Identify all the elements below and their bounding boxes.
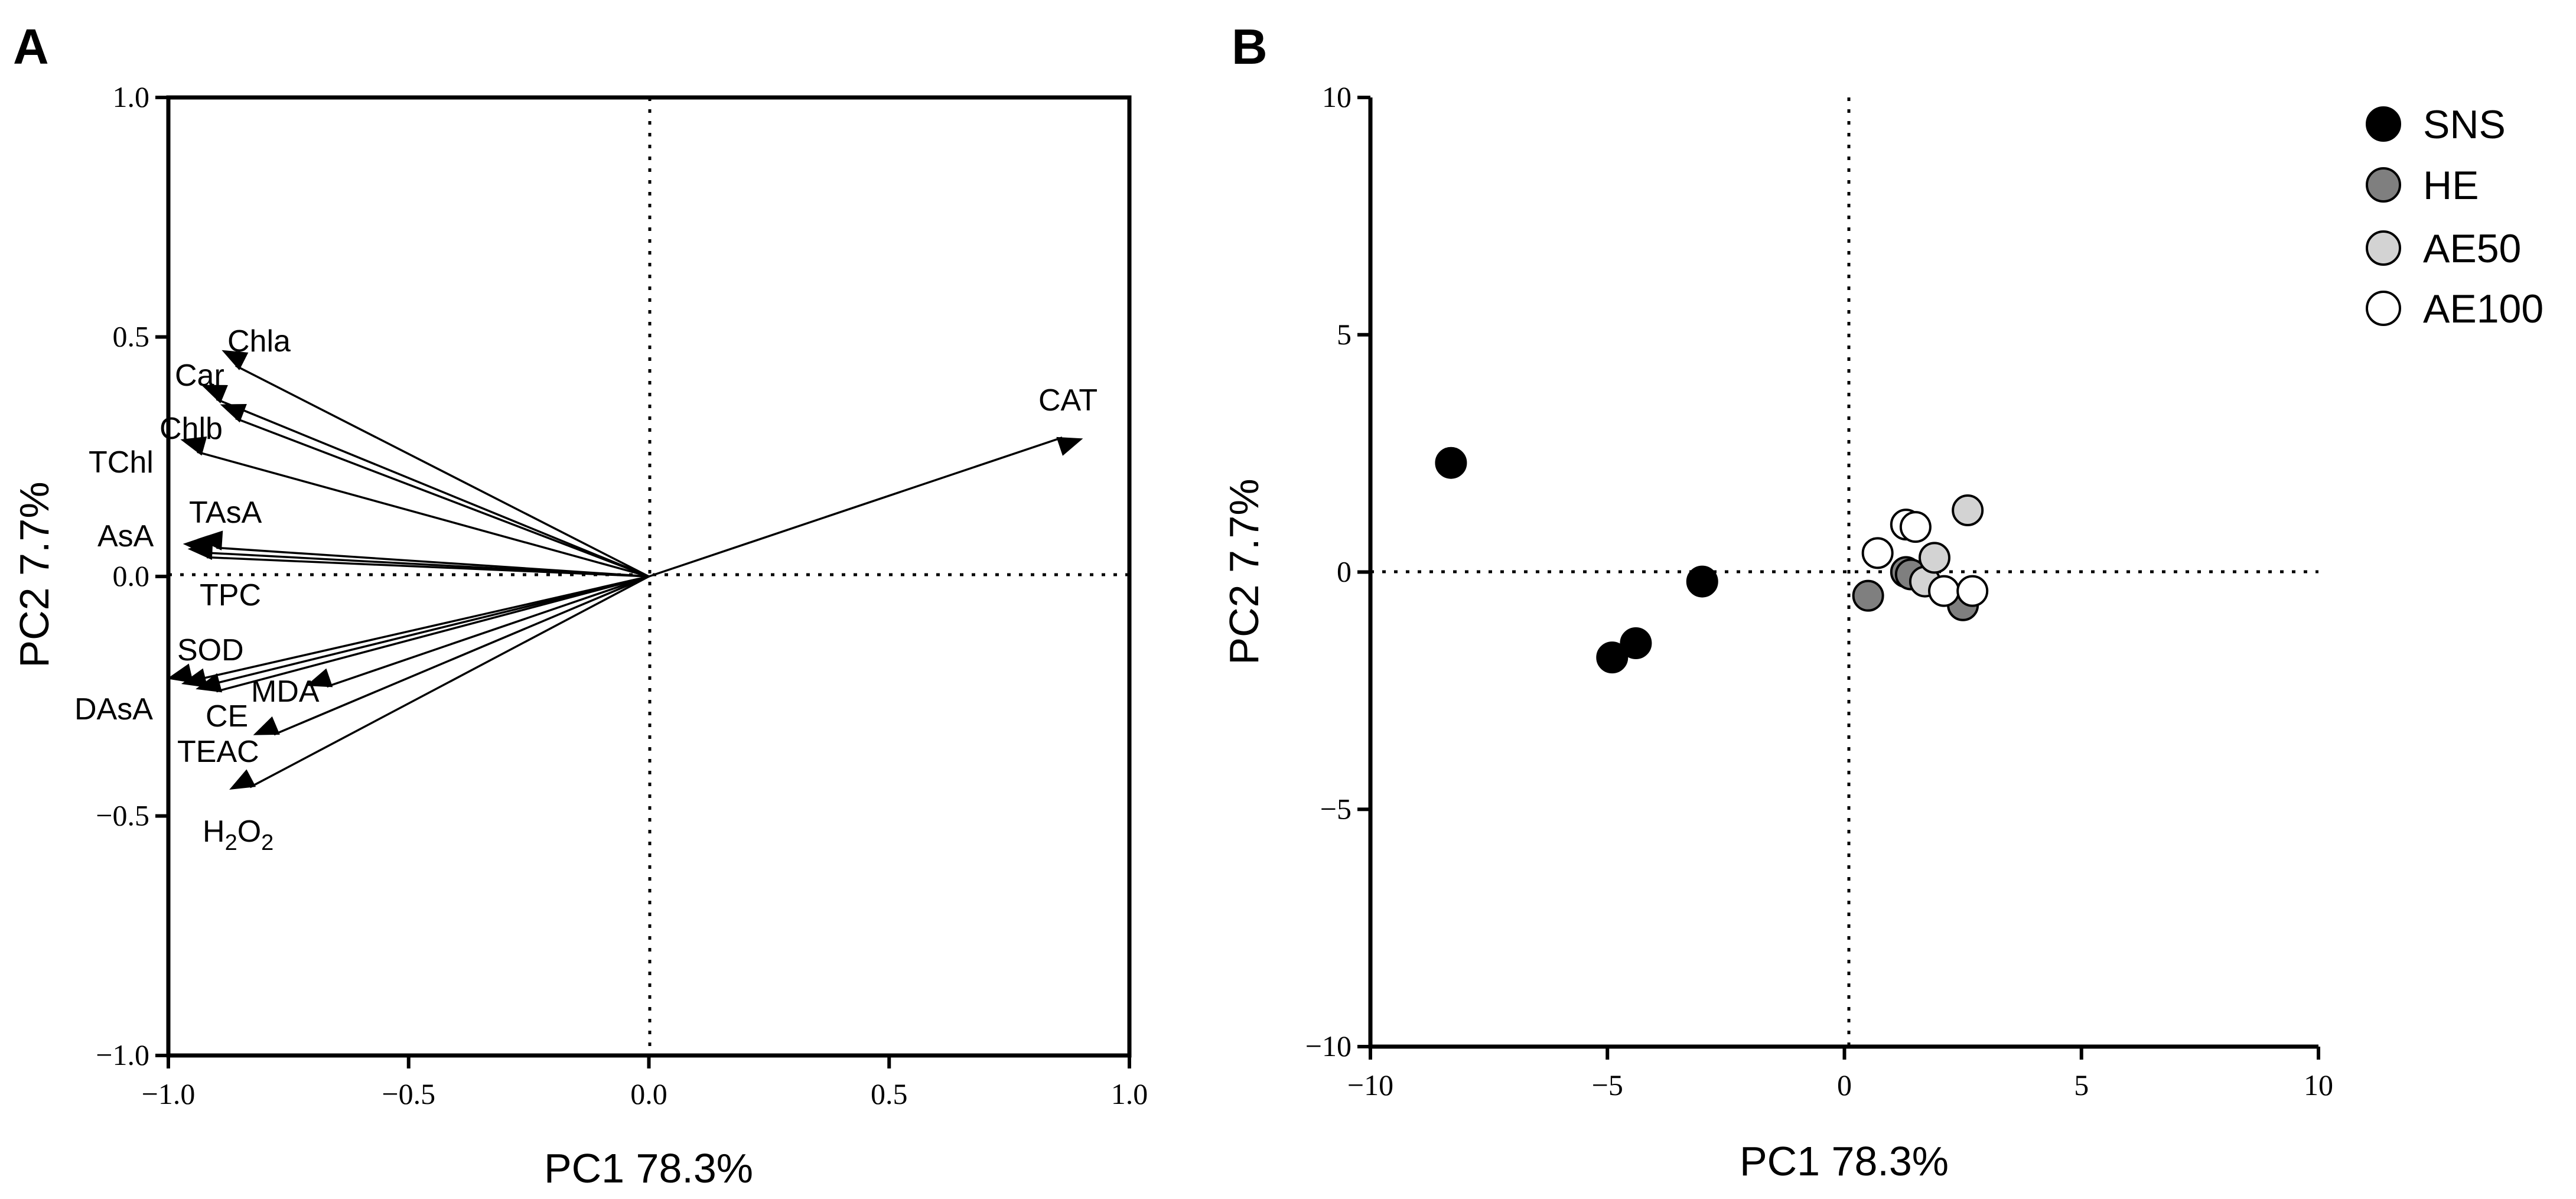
panel-a-y-tick-label: −1.0 [96, 1038, 149, 1071]
loading-arrow-car [201, 385, 650, 578]
panel-b-x-axis-title: PC1 78.3% [1740, 1138, 1949, 1184]
panel-a-x-tick-label: 0.0 [630, 1077, 667, 1110]
label-cat: CAT [1038, 383, 1098, 418]
panel-a-x-axis-title: PC1 78.3% [544, 1145, 753, 1191]
label-chla: Chla [227, 324, 291, 359]
legend-label-ae50: AE50 [2423, 226, 2521, 271]
panel-a-x-tick-label: −0.5 [382, 1077, 435, 1110]
legend-item-he: HE [2366, 163, 2479, 208]
panel-a-x-tick-label: 1.0 [1111, 1077, 1148, 1110]
legend-marker-ae100 [2366, 291, 2401, 326]
loading-arrow-chlb [220, 403, 650, 578]
panel-a-y-ticks: −1.0 −0.5 0.0 0.5 1.0 [96, 80, 168, 1071]
label-chlb: Chlb [159, 412, 223, 446]
panel-b-x-ticks: −10 −5 0 5 10 [1347, 1047, 2333, 1102]
legend-marker-he [2366, 167, 2401, 203]
legend: SNS HE AE50 AE100 [2366, 102, 2544, 331]
panel-letter-b: B [1232, 19, 1268, 74]
label-teac: TEAC [177, 735, 259, 769]
loading-arrow-ce [196, 575, 649, 693]
legend-label-sns: SNS [2423, 102, 2506, 147]
panel-a-x-tick-label: 0.5 [871, 1077, 908, 1110]
panel-a-y-tick-label: 0.0 [113, 559, 150, 592]
legend-item-ae100: AE100 [2366, 286, 2544, 331]
panel-b-x-tick-label: 5 [2074, 1068, 2089, 1102]
panel-a-x-ticks: −1.0 −0.5 0.0 0.5 1.0 [142, 1055, 1148, 1110]
label-h2o2-o: O [237, 814, 261, 849]
label-dasa: DAsA [74, 692, 153, 726]
loading-arrow-tchl [180, 436, 649, 578]
label-h2o2-h: H [203, 814, 225, 849]
panel-b-y-tick-label: −5 [1320, 792, 1351, 825]
score-point-ae100 [1861, 537, 1894, 569]
loading-arrow-mda [306, 575, 650, 688]
score-point-sns [1686, 565, 1718, 598]
panel-a-loadings-plot: −1.0 −0.5 0.0 0.5 1.0 −1.0 −0.5 0.0 0.5 1.0 Chla… [11, 80, 1148, 1191]
panel-a-x-tick-label: −1.0 [142, 1077, 196, 1110]
label-h2o2-sub2: 2 [261, 830, 273, 855]
label-h2o2: H2O2 [203, 814, 273, 855]
panel-a-y-axis-title: PC2 7.7% [11, 481, 57, 667]
panel-b-x-tick-label: −5 [1592, 1068, 1623, 1102]
score-point-ae50 [1918, 542, 1950, 574]
label-mda: MDA [251, 675, 320, 709]
loading-arrow-cat [648, 436, 1083, 578]
legend-label-he: HE [2423, 163, 2479, 208]
panel-letter-a: A [13, 19, 49, 74]
legend-marker-sns [2366, 106, 2401, 142]
score-point-he [1852, 579, 1884, 612]
score-point-ae50 [1952, 494, 1984, 527]
loading-arrow-h2o2 [229, 575, 650, 790]
panel-b-x-tick-label: 0 [1837, 1068, 1852, 1102]
panel-b-y-ticks: −10 −5 0 5 10 [1305, 80, 1370, 1063]
label-sod: SOD [177, 633, 244, 667]
legend-item-sns: SNS [2366, 102, 2506, 147]
loading-arrow-chla [222, 350, 650, 578]
score-point-sns [1620, 627, 1652, 660]
loading-arrow-sod [167, 575, 649, 683]
loading-arrow-tpc [187, 540, 649, 578]
score-point-sns [1596, 641, 1629, 674]
panel-a-y-tick-label: 0.5 [113, 320, 150, 353]
loading-arrow-teac [253, 575, 650, 736]
panel-b-y-tick-label: −10 [1305, 1029, 1351, 1063]
score-point-sns [1435, 447, 1467, 479]
label-tasa: TAsA [189, 496, 262, 530]
label-h2o2-sub1: 2 [225, 830, 237, 855]
panel-b-score-points [1435, 447, 1989, 674]
panel-a-y-tick-label: −0.5 [96, 799, 149, 832]
panel-a-loading-vectors [167, 350, 1083, 790]
score-point-ae100 [1928, 575, 1961, 607]
panel-b-y-tick-label: 10 [1322, 80, 1351, 113]
legend-item-ae50: AE50 [2366, 226, 2521, 271]
panel-b-x-tick-label: −10 [1347, 1068, 1393, 1102]
label-tchl: TChl [89, 445, 154, 480]
score-point-ae100 [1899, 511, 1932, 543]
panel-b-x-tick-label: 10 [2304, 1068, 2333, 1102]
panel-b-y-tick-label: 0 [1337, 555, 1351, 588]
score-point-ae100 [1956, 575, 1989, 607]
label-asa: AsA [97, 519, 154, 553]
panel-b-scores-plot: −10 −5 0 5 10 −10 −5 0 5 10 PC1 78.3% PC2 7.7% S… [1221, 80, 2544, 1184]
label-tpc: TPC [200, 578, 261, 612]
label-ce: CE [206, 699, 248, 734]
legend-label-ae100: AE100 [2423, 286, 2544, 331]
panel-a-y-tick-label: 1.0 [113, 80, 150, 113]
loading-arrow-dasa [181, 575, 649, 688]
panel-b-y-tick-label: 5 [1337, 318, 1351, 351]
panel-b-y-axis-title: PC2 7.7% [1221, 478, 1267, 664]
legend-marker-ae50 [2366, 230, 2401, 266]
label-car: Car [175, 359, 224, 393]
